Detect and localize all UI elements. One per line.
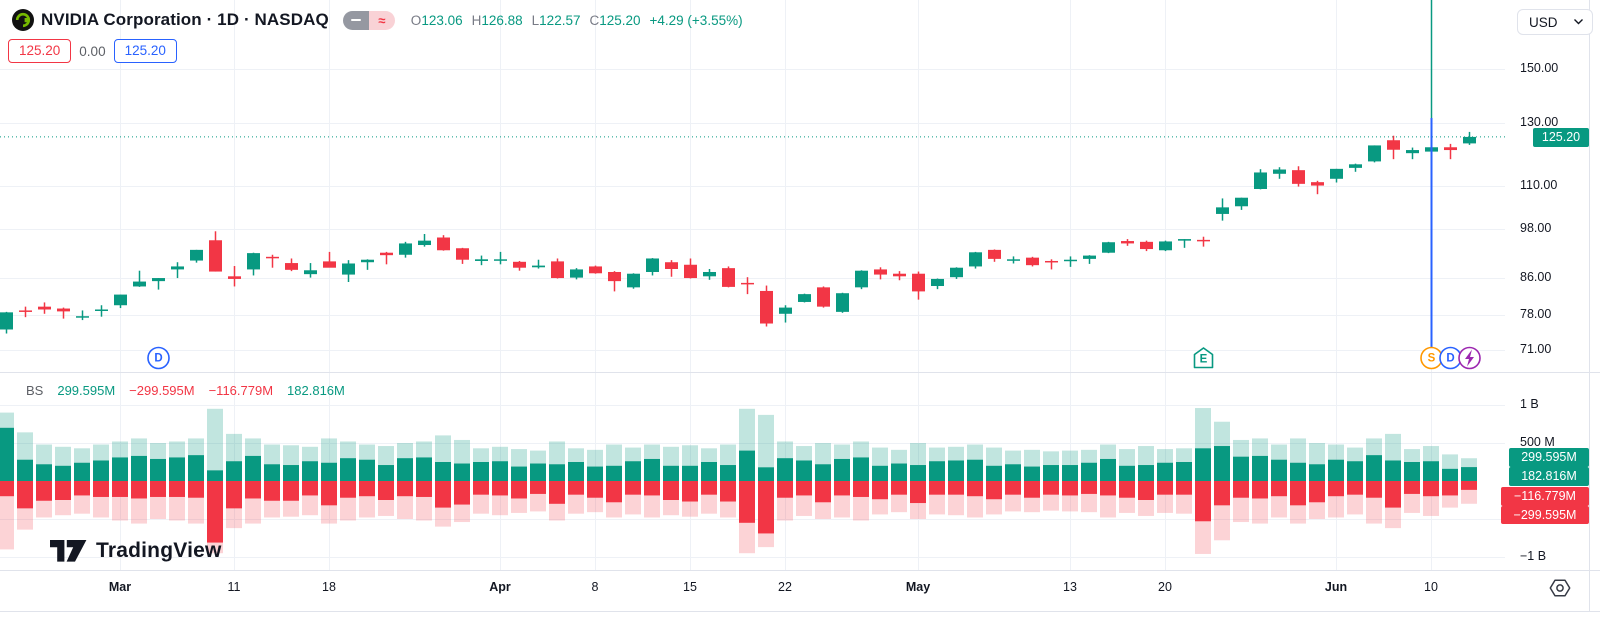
- symbol-header: NVIDIA Corporation · 1D · NASDAQ ≈ O123.…: [12, 9, 743, 31]
- svg-text:D: D: [1446, 353, 1454, 365]
- tradingview-watermark[interactable]: TradingView: [50, 539, 222, 563]
- announcement-marker[interactable]: [1458, 346, 1481, 370]
- svg-text:E: E: [1200, 354, 1208, 366]
- svg-text:D: D: [154, 353, 162, 365]
- volume-total-down-badge: −299.595M: [1501, 505, 1589, 524]
- time-axis[interactable]: Mar 11 18 Apr 8 15 22 May 13 20 Jun 10: [0, 570, 1600, 612]
- high-label: H: [471, 12, 482, 28]
- time-tick-label: Mar: [108, 580, 132, 594]
- time-tick-label: Jun: [1324, 580, 1348, 594]
- tradingview-logo-icon: [50, 539, 87, 562]
- price-line-labels: 125.20 0.00 125.20: [8, 39, 177, 63]
- close-value: 125.20: [599, 12, 641, 28]
- split-marker[interactable]: S: [1420, 346, 1443, 370]
- chevron-down-icon: [1574, 19, 1583, 25]
- open-value: 123.06: [421, 12, 463, 28]
- change-value: +4.29 (+3.55%): [649, 12, 743, 28]
- currency-value: USD: [1529, 14, 1558, 30]
- price-tick-label: 98.00: [1520, 220, 1552, 235]
- dividend-marker[interactable]: D: [1439, 346, 1462, 370]
- ohlc-readout: O123.06 H126.88 L122.57 C125.20 +4.29 (+…: [411, 13, 743, 28]
- close-label: C: [589, 12, 600, 28]
- volume-sell-badge: −116.779M: [1501, 487, 1589, 506]
- time-tick-label: 15: [683, 580, 697, 594]
- alert-price-label[interactable]: 125.20: [8, 39, 72, 63]
- time-tick-label: May: [905, 580, 931, 594]
- legend-value-buy: 182.816M: [287, 383, 345, 398]
- volume-tick-label: 1 B: [1520, 397, 1539, 411]
- hide-indicator-toggle[interactable]: [342, 10, 369, 30]
- gear-icon: [1549, 579, 1571, 597]
- price-tick-label: 150.00: [1520, 61, 1559, 75]
- time-tick-label: 20: [1158, 580, 1172, 594]
- volume-tick-label: 500 M: [1520, 435, 1555, 449]
- open-label: O: [410, 12, 422, 28]
- high-value: 126.88: [481, 12, 523, 28]
- earnings-marker[interactable]: E: [1193, 347, 1214, 369]
- volume-total-up-badge: 299.595M: [1509, 448, 1589, 467]
- legend-value-total-up: 299.595M: [57, 383, 116, 398]
- volume-buy-badge: 182.816M: [1509, 467, 1589, 486]
- timezone-settings-button[interactable]: [1548, 576, 1572, 605]
- volume-indicator-legend: BS 299.595M −299.595M −116.779M 182.816M: [26, 383, 345, 398]
- time-tick-label: 8: [591, 580, 599, 594]
- time-tick-label: 11: [227, 580, 241, 594]
- price-tick-label: 71.00: [1520, 342, 1552, 357]
- low-label: L: [531, 12, 540, 28]
- zero-value-label: 0.00: [79, 43, 106, 59]
- last-price-badge: 125.20: [1533, 127, 1589, 147]
- price-tick-label: 78.00: [1520, 306, 1552, 321]
- price-tick-label: 130.00: [1520, 114, 1559, 129]
- price-tick-label: 110.00: [1520, 177, 1558, 192]
- low-value: 122.57: [539, 12, 581, 28]
- nvidia-logo-icon: [12, 9, 34, 31]
- brand-name: TradingView: [96, 539, 222, 562]
- time-tick-label: 22: [778, 580, 792, 594]
- approx-icon: ≈: [378, 12, 386, 28]
- indicator-name[interactable]: BS: [26, 383, 44, 398]
- price-tick-label: 86.00: [1520, 270, 1552, 285]
- legend-value-total-down: −299.595M: [129, 383, 195, 398]
- time-tick-label: Apr: [489, 580, 511, 594]
- order-price-label[interactable]: 125.20: [113, 39, 177, 63]
- legend-toggle-pills: ≈: [342, 10, 395, 30]
- time-tick-label: 18: [322, 580, 336, 594]
- legend-value-sell: −116.779M: [208, 383, 274, 398]
- currency-selector[interactable]: USD: [1517, 9, 1593, 35]
- dash-icon: [350, 18, 361, 22]
- volume-tick-label: −1 B: [1520, 549, 1547, 563]
- svg-text:S: S: [1428, 353, 1436, 365]
- approx-price-toggle[interactable]: ≈: [368, 10, 395, 30]
- time-tick-label: 13: [1063, 580, 1077, 594]
- symbol-title[interactable]: NVIDIA Corporation · 1D · NASDAQ: [41, 10, 329, 29]
- time-tick-label: 10: [1424, 580, 1438, 594]
- dividend-marker[interactable]: D: [147, 346, 170, 370]
